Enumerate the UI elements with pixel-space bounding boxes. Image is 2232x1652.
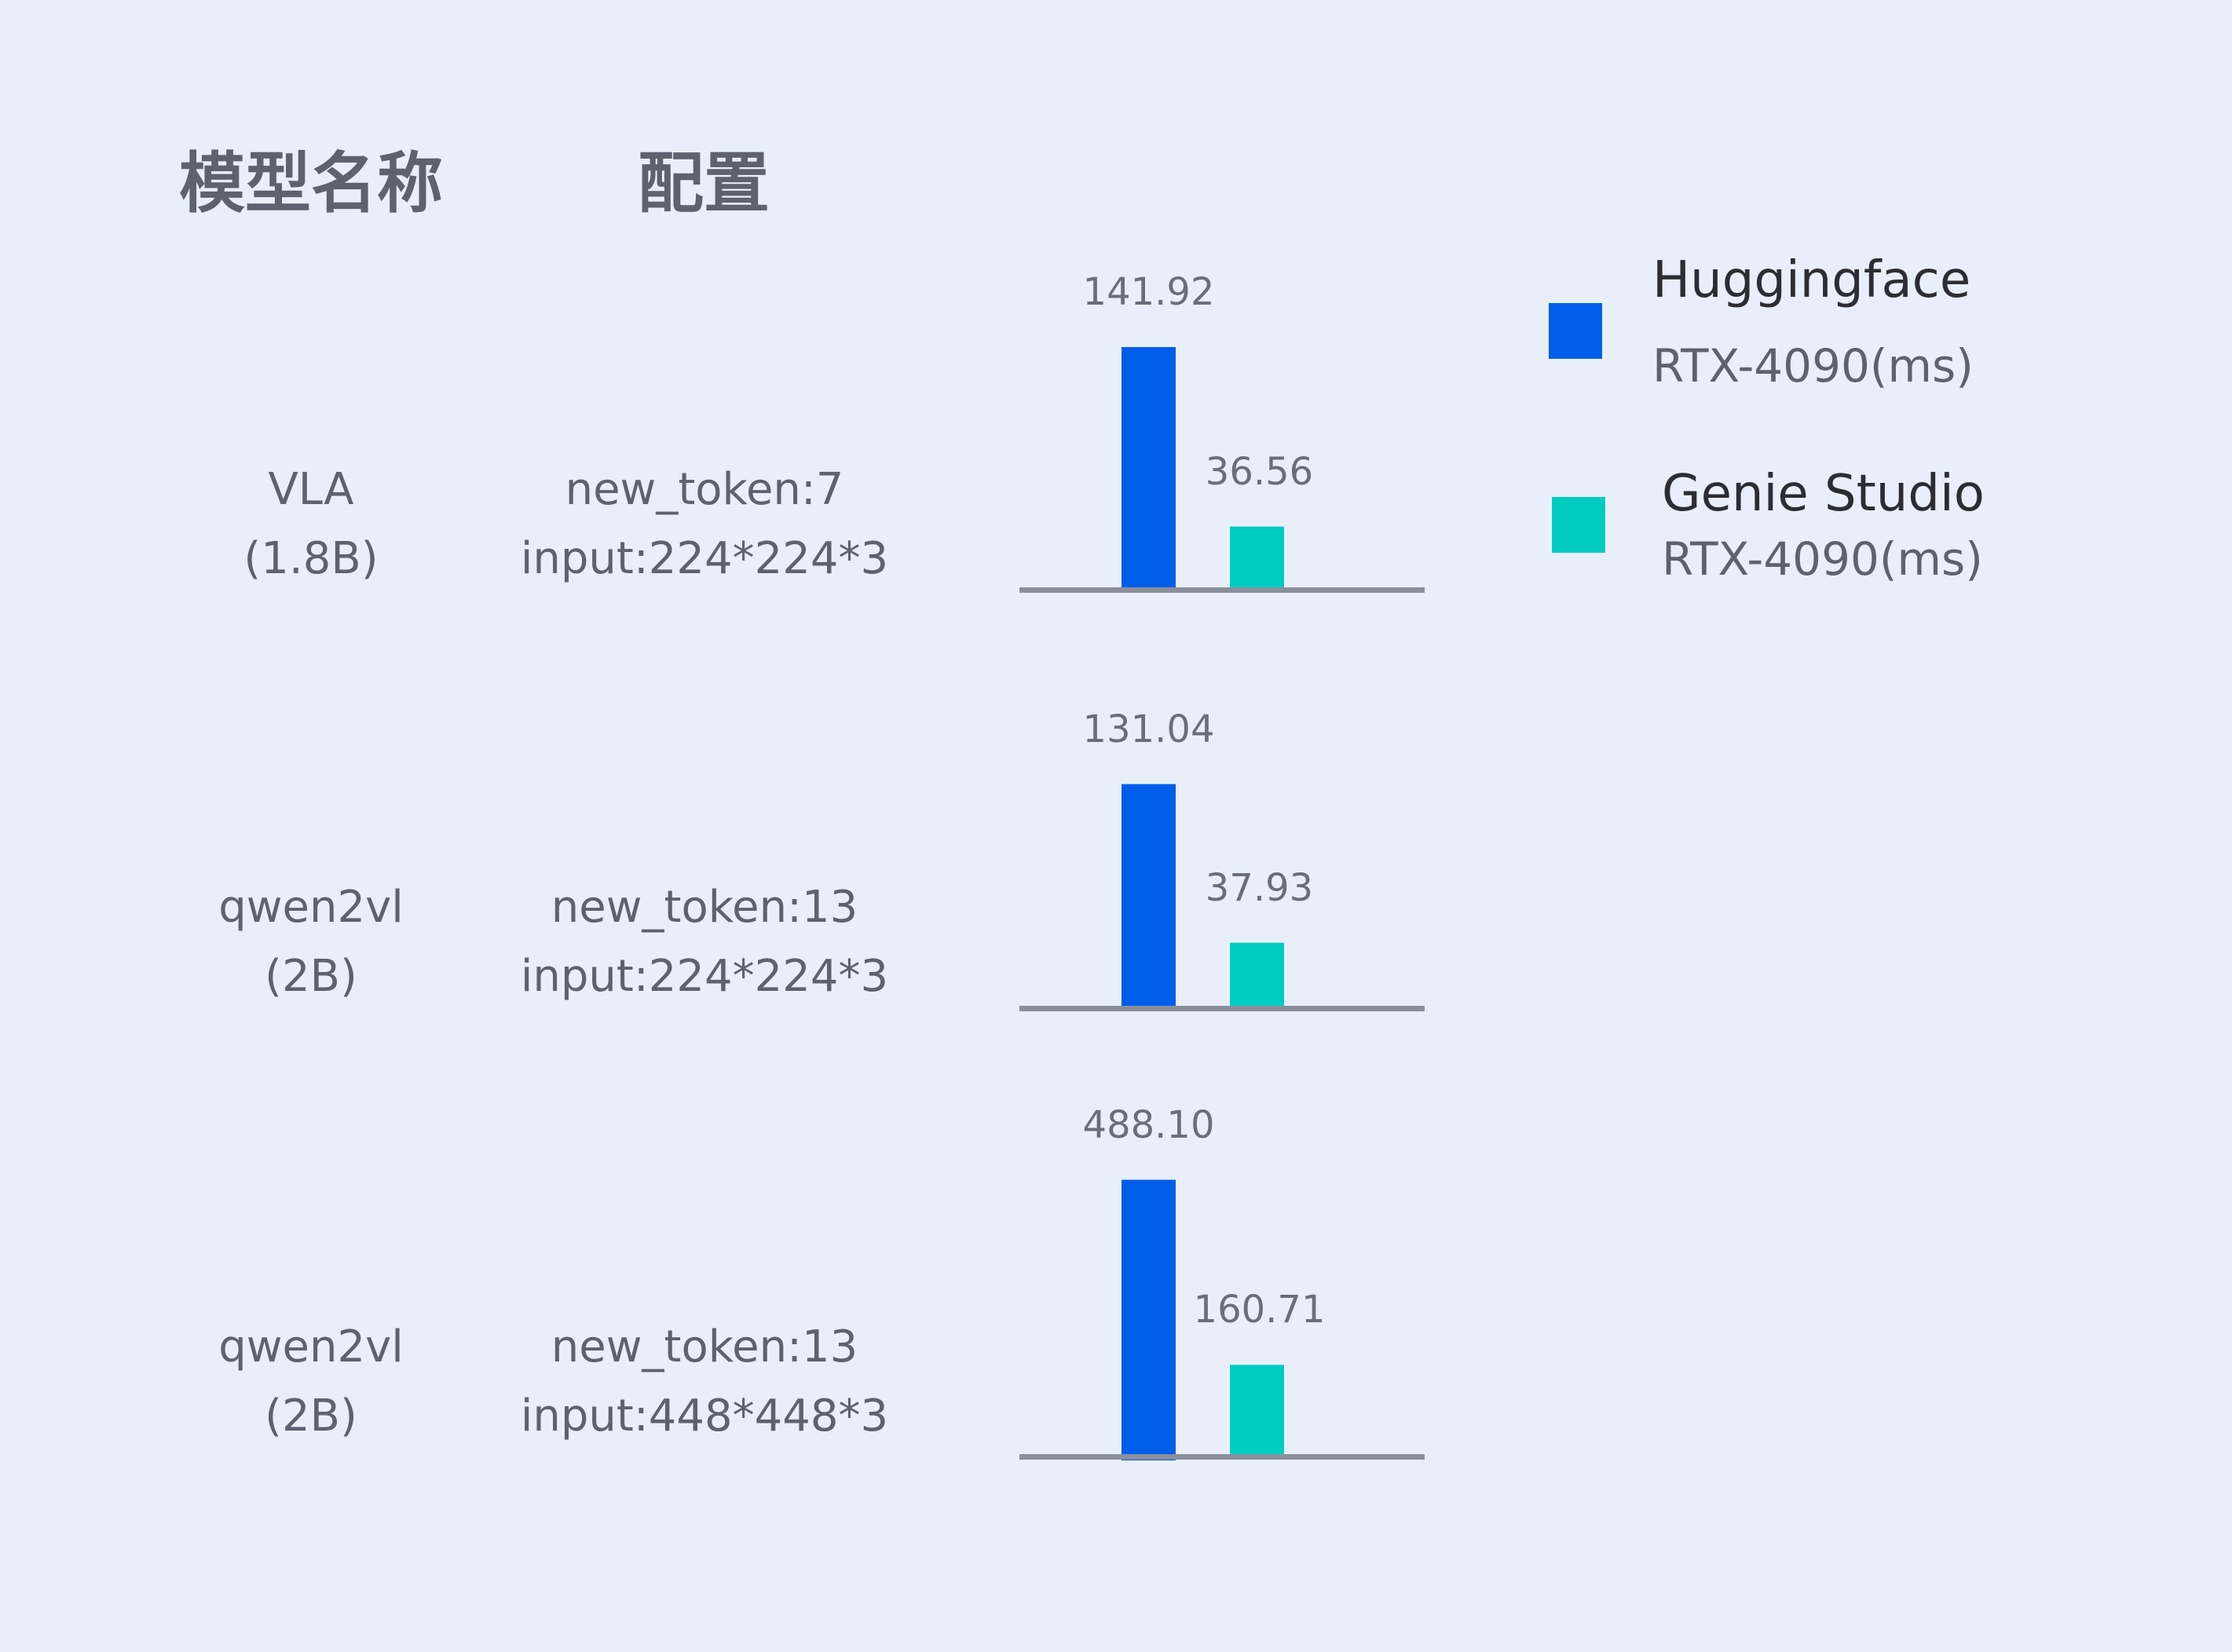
value-label-huggingface-1: 141.92 bbox=[1082, 270, 1215, 315]
value-label-genie-1: 36.56 bbox=[1205, 449, 1314, 494]
model-name: qwen2vl bbox=[218, 882, 404, 933]
header-model-name: 模型名称 bbox=[178, 144, 444, 222]
legend-swatch-genie bbox=[1552, 497, 1605, 553]
model-name: qwen2vl bbox=[218, 1321, 404, 1372]
value-label-genie-3: 160.71 bbox=[1193, 1288, 1326, 1332]
axis-baseline-2 bbox=[1019, 1006, 1425, 1011]
model-size: (2B) bbox=[265, 1391, 357, 1442]
legend-genie-name: Genie Studio bbox=[1662, 465, 1985, 523]
legend-huggingface-name: Huggingface bbox=[1652, 251, 1971, 309]
config-tokens: new_token:7 bbox=[565, 464, 844, 515]
row-3-config: new_token:13 input:448*448*3 bbox=[521, 1313, 888, 1451]
bar-huggingface-2 bbox=[1121, 784, 1176, 1007]
bar-genie-3 bbox=[1230, 1365, 1284, 1456]
row-2-config: new_token:13 input:224*224*3 bbox=[521, 873, 888, 1011]
config-input: input:448*448*3 bbox=[520, 1391, 889, 1442]
bar-huggingface-1 bbox=[1121, 347, 1176, 589]
config-input: input:224*224*3 bbox=[520, 533, 889, 584]
model-size: (2B) bbox=[265, 951, 357, 1002]
value-label-genie-2: 37.93 bbox=[1205, 865, 1314, 910]
config-tokens: new_token:13 bbox=[551, 1321, 858, 1372]
legend-huggingface-sub: RTX-4090(ms) bbox=[1652, 339, 1974, 393]
model-size: (1.8B) bbox=[243, 533, 379, 584]
legend-genie-sub: RTX-4090(ms) bbox=[1662, 532, 1983, 586]
value-label-huggingface-3: 488.10 bbox=[1082, 1102, 1215, 1147]
row-3-model: qwen2vl (2B) bbox=[218, 1313, 404, 1451]
axis-baseline-3 bbox=[1019, 1454, 1425, 1460]
axis-baseline-1 bbox=[1019, 587, 1425, 593]
row-2-model: qwen2vl (2B) bbox=[218, 873, 404, 1011]
config-tokens: new_token:13 bbox=[551, 882, 858, 933]
bar-huggingface-3 bbox=[1121, 1179, 1176, 1460]
legend-swatch-huggingface bbox=[1549, 303, 1602, 359]
header-config: 配置 bbox=[637, 144, 770, 222]
config-input: input:224*224*3 bbox=[520, 951, 889, 1002]
model-name: VLA bbox=[268, 464, 354, 515]
value-label-huggingface-2: 131.04 bbox=[1082, 707, 1215, 751]
bar-genie-2 bbox=[1230, 942, 1284, 1007]
row-1-config: new_token:7 input:224*224*3 bbox=[521, 455, 888, 594]
row-1-model: VLA (1.8B) bbox=[243, 455, 378, 594]
bar-genie-1 bbox=[1230, 526, 1284, 589]
